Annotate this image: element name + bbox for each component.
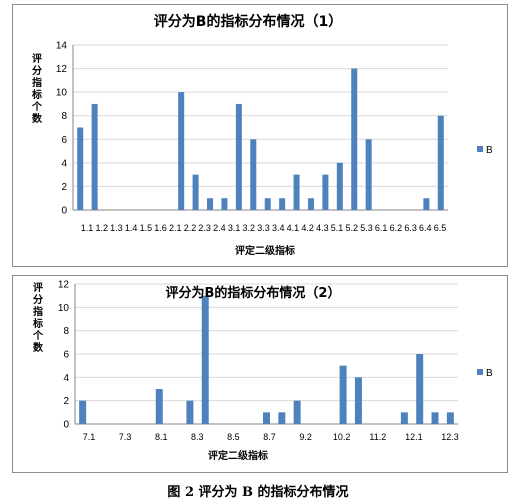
x-tick-label: 6.2 (390, 223, 403, 233)
y-axis-label: 评分指标个数 (30, 52, 43, 125)
bar (235, 103, 242, 210)
bar (431, 412, 439, 424)
y-tick-label: 6 (61, 135, 67, 146)
legend-swatch (477, 146, 483, 152)
x-tick-label: 1.2 (95, 223, 108, 233)
bar (351, 68, 358, 210)
y-tick-label: 6 (63, 350, 69, 361)
bar (339, 365, 347, 424)
bar (322, 174, 329, 210)
y-tick-label: 2 (63, 396, 69, 407)
bar (263, 412, 270, 424)
bar (91, 103, 98, 210)
legend-label: B (486, 368, 493, 379)
x-tick-label: 6.3 (404, 223, 417, 233)
x-tick-label: 1.1 (81, 223, 94, 233)
bar (186, 400, 194, 424)
y-tick-label: 4 (61, 158, 67, 169)
legend-swatch (477, 369, 483, 375)
bar (221, 198, 228, 210)
chart-title: 评分为B的指标分布情况（1） (154, 13, 342, 30)
x-tick-label: 10.2 (333, 432, 351, 442)
bar (293, 400, 301, 424)
y-tick-label: 8 (63, 326, 69, 337)
legend-label: B (486, 145, 493, 156)
bar (201, 295, 209, 424)
x-tick-label: 4.3 (316, 223, 329, 233)
bar (264, 198, 271, 210)
x-tick-label: 5.1 (331, 223, 344, 233)
x-tick-label: 5.3 (360, 223, 373, 233)
y-tick-label: 0 (63, 420, 69, 431)
x-tick-label: 3.3 (257, 223, 270, 233)
x-tick-label: 6.4 (419, 223, 432, 233)
x-tick-label: 2.1 (169, 223, 182, 233)
figure-caption: 图 2 评分为 B 的指标分布情况 (167, 485, 349, 500)
bar (79, 400, 87, 424)
y-tick-label: 12 (56, 64, 68, 75)
x-tick-label: 6.5 (434, 223, 447, 233)
chart-panel-1: 0 2 4 6 8 10 12 14 1.1 1.2 1.3 1.4 1.5 1.6 2.1 2.2 2.3 2.… (12, 4, 508, 267)
x-tick-label: 2.3 (198, 223, 211, 233)
bar (77, 127, 84, 210)
bar (293, 174, 300, 210)
y-axis-label: 评分指标个数 (31, 281, 44, 354)
bar (155, 389, 163, 424)
x-tick-label: 1.6 (154, 223, 167, 233)
bar (278, 412, 286, 424)
bar (365, 139, 372, 210)
bar (307, 198, 314, 210)
bar (178, 92, 185, 210)
x-tick-label: 8.5 (227, 432, 240, 442)
y-tick-label: 14 (56, 41, 68, 52)
x-tick-label: 4.1 (287, 223, 300, 233)
bar (336, 162, 343, 210)
x-tick-label: 7.1 (83, 432, 96, 442)
x-tick-label: 6.1 (375, 223, 388, 233)
y-tick-label: 10 (56, 88, 68, 99)
x-tick-label: 2.4 (213, 223, 226, 233)
x-tick-label: 3.1 (228, 223, 241, 233)
y-tick-label: 12 (58, 280, 70, 291)
y-tick-label: 0 (61, 206, 67, 217)
x-tick-label: 8.1 (155, 432, 168, 442)
bar (423, 198, 430, 210)
x-tick-label: 1.4 (125, 223, 138, 233)
chart-1: 0 2 4 6 8 10 12 14 1.1 1.2 1.3 1.4 1.5 1.6 2.1 2.2 2.3 2.… (30, 13, 494, 257)
x-tick-label: 2.2 (184, 223, 197, 233)
bar (192, 174, 199, 210)
y-tick-label: 10 (58, 303, 70, 314)
x-axis-label: 评定二级指标 (208, 449, 268, 462)
y-tick-label: 8 (61, 111, 67, 122)
bar (354, 377, 362, 424)
x-tick-label: 12.1 (405, 432, 423, 442)
x-tick-label: 1.5 (140, 223, 153, 233)
bar (446, 412, 454, 424)
chart-panel-2: 0 2 4 6 8 10 12 7.1 7.3 8.1 8.3 8.5 8.7 9.2 10.2 11.2 12… (12, 275, 508, 473)
x-axis-label: 评定二级指标 (235, 244, 295, 257)
x-tick-label: 8.3 (191, 432, 204, 442)
x-tick-label: 8.7 (263, 432, 276, 442)
x-tick-label: 1.3 (110, 223, 123, 233)
bar (400, 412, 408, 424)
bar (416, 354, 424, 424)
x-tick-label: 3.2 (243, 223, 256, 233)
x-tick-label: 3.4 (272, 223, 285, 233)
x-tick-label: 5.2 (345, 223, 358, 233)
bar (207, 198, 214, 210)
x-tick-label: 7.3 (119, 432, 132, 442)
y-tick-label: 4 (63, 373, 69, 384)
x-tick-label: 9.2 (299, 432, 312, 442)
x-tick-label: 11.2 (369, 432, 386, 442)
bar (279, 198, 286, 210)
x-tick-label: 4.2 (301, 223, 314, 233)
chart-title: 评分为B的指标分布情况（2） (166, 285, 341, 301)
x-tick-label: 12.3 (441, 432, 459, 442)
chart-2: 0 2 4 6 8 10 12 7.1 7.3 8.1 8.3 8.5 8.7 9.2 10.2 11.2 12… (31, 280, 494, 463)
bar (437, 115, 444, 210)
y-tick-label: 2 (61, 182, 67, 193)
bar (250, 139, 257, 210)
